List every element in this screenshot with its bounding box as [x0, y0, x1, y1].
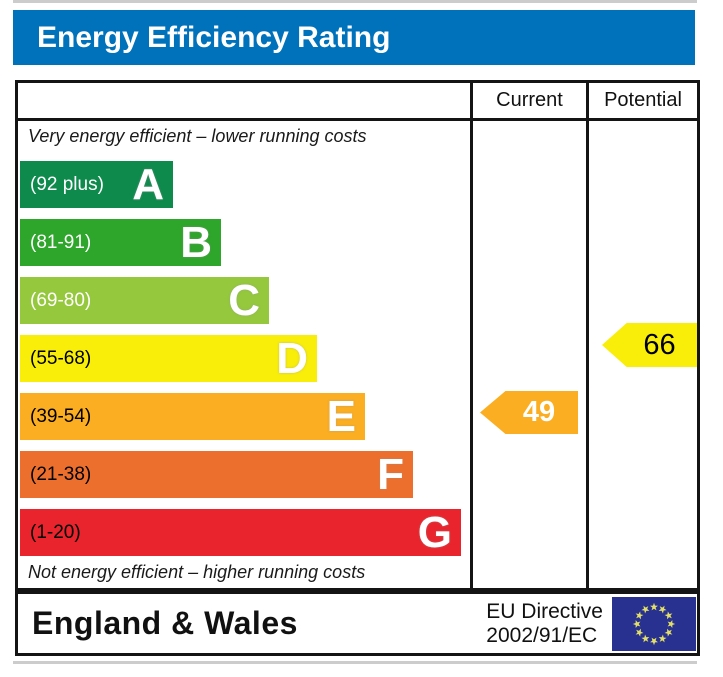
- potential-rating-arrow: 66: [602, 323, 697, 367]
- band-range-label: (1-20): [30, 521, 81, 543]
- band-list: (92 plus) A (81-91) B (69-80) C (55-68) D (39-54…: [20, 161, 461, 567]
- table-body: Very energy efficient – lower running co…: [18, 121, 697, 588]
- eu-flag-icon: [612, 596, 696, 651]
- band-letter: F: [377, 449, 404, 499]
- eu-directive-line1: EU Directive: [486, 600, 603, 624]
- potential-rating-value: 66: [643, 328, 676, 361]
- band-bar-b: (81-91) B: [20, 219, 221, 266]
- band-range-label: (69-80): [30, 289, 92, 311]
- band-letter: C: [228, 275, 260, 325]
- current-column-header: Current: [470, 83, 586, 118]
- current-column-divider: [470, 121, 473, 588]
- band-range-label: (55-68): [30, 347, 92, 369]
- band-range-label: (81-91): [30, 231, 92, 253]
- top-divider: [13, 0, 697, 3]
- table-header-row: Current Potential: [18, 83, 697, 121]
- band-bar-d: (55-68) D: [20, 335, 317, 382]
- band-range-label: (21-38): [30, 463, 92, 485]
- band-letter: A: [132, 159, 164, 209]
- efficient-note: Very energy efficient – lower running co…: [28, 126, 367, 146]
- eu-directive-line2: 2002/91/EC: [486, 623, 598, 647]
- band-bar-c: (69-80) C: [20, 277, 269, 324]
- band-row-e: (39-54) E: [20, 393, 461, 440]
- band-bar-f: (21-38) F: [20, 451, 413, 498]
- band-bar-e: (39-54) E: [20, 393, 365, 440]
- band-row-f: (21-38) F: [20, 451, 461, 498]
- band-letter: B: [180, 217, 212, 267]
- band-row-d: (55-68) D: [20, 335, 461, 382]
- band-row-a: (92 plus) A: [20, 161, 461, 208]
- inefficient-note: Not energy efficient – higher running co…: [28, 562, 366, 582]
- band-letter: D: [276, 333, 308, 383]
- band-range-label: (92 plus): [30, 173, 104, 195]
- band-bar-a: (92 plus) A: [20, 161, 173, 208]
- band-row-c: (69-80) C: [20, 277, 461, 324]
- region-label: England & Wales: [32, 605, 298, 641]
- band-range-label: (39-54): [30, 405, 92, 427]
- band-bar-g: (1-20) G: [20, 509, 461, 556]
- band-letter: G: [417, 507, 452, 557]
- current-rating-value: 49: [522, 396, 556, 428]
- potential-column-divider: [586, 121, 589, 588]
- eu-directive-label: EU Directive 2002/91/EC: [486, 600, 603, 646]
- corner-cell: [18, 83, 470, 118]
- current-rating-arrow: 49: [480, 391, 578, 434]
- bottom-divider: [13, 661, 697, 664]
- band-row-g: (1-20) G: [20, 509, 461, 556]
- rating-table: Current Potential Very energy efficient …: [15, 80, 700, 591]
- band-row-b: (81-91) B: [20, 219, 461, 266]
- footer-bar: England & Wales EU Directive 2002/91/EC: [15, 591, 700, 656]
- title-bar: Energy Efficiency Rating: [13, 10, 695, 65]
- potential-column-header: Potential: [586, 83, 697, 118]
- band-letter: E: [326, 391, 356, 441]
- page-title: Energy Efficiency Rating: [37, 20, 391, 54]
